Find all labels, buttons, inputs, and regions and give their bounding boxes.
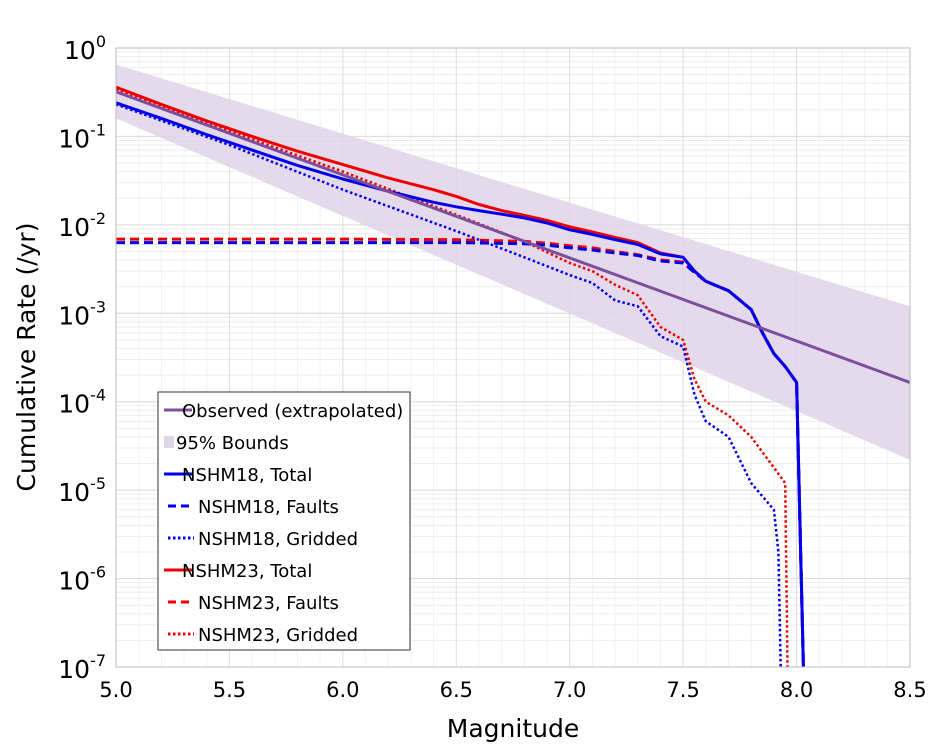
legend-label: NSHM23, Gridded bbox=[198, 625, 358, 646]
legend-label: NSHM18, Faults bbox=[198, 497, 339, 518]
legend-label: NSHM18, Gridded bbox=[198, 529, 358, 550]
y-tick-label: 10-7 bbox=[58, 651, 106, 684]
x-tick-label: 6.0 bbox=[326, 678, 359, 702]
y-tick-label: 10-5 bbox=[58, 474, 106, 507]
y-tick-label: 100 bbox=[64, 32, 106, 65]
x-tick-label: 7.5 bbox=[666, 678, 699, 702]
x-axis-label: Magnitude bbox=[447, 714, 579, 743]
legend-label: NSHM18, Total bbox=[182, 465, 312, 486]
x-tick-label: 6.5 bbox=[440, 678, 473, 702]
x-tick-labels: 5.0 5.5 6.0 6.5 7.0 7.5 8.0 8.5 bbox=[99, 678, 926, 702]
legend-swatch bbox=[164, 436, 174, 448]
y-tick-labels: 10-7 10-6 10-5 10-4 10-3 10-2 10-1 100 bbox=[58, 32, 106, 684]
series-layer bbox=[116, 85, 910, 667]
plot-frame bbox=[115, 47, 911, 668]
x-tick-label: 8.5 bbox=[893, 678, 926, 702]
x-tick-label: 7.0 bbox=[553, 678, 586, 702]
y-axis-label: Cumulative Rate (/yr) bbox=[12, 223, 41, 492]
y-tick-label: 10-3 bbox=[58, 297, 106, 330]
legend-label: NSHM23, Total bbox=[182, 561, 312, 582]
x-tick-label: 5.5 bbox=[213, 678, 246, 702]
series-line-6 bbox=[116, 88, 789, 667]
legend-label: 95% Bounds bbox=[176, 433, 289, 454]
y-tick-label: 10-1 bbox=[58, 120, 106, 153]
legend-label: NSHM23, Faults bbox=[198, 593, 339, 614]
y-tick-label: 10-6 bbox=[58, 563, 106, 596]
series-line-3 bbox=[116, 103, 782, 667]
y-tick-label: 10-2 bbox=[58, 209, 106, 242]
legend: Observed (extrapolated) 95% Bounds NSHM18,… bbox=[157, 391, 411, 651]
legend-box bbox=[157, 391, 411, 651]
x-tick-label: 8.0 bbox=[780, 678, 813, 702]
y-tick-label: 10-4 bbox=[58, 386, 106, 419]
x-tick-label: 5.0 bbox=[99, 678, 132, 702]
legend-label: Observed (extrapolated) bbox=[182, 401, 403, 422]
series-line-0 bbox=[116, 90, 910, 384]
